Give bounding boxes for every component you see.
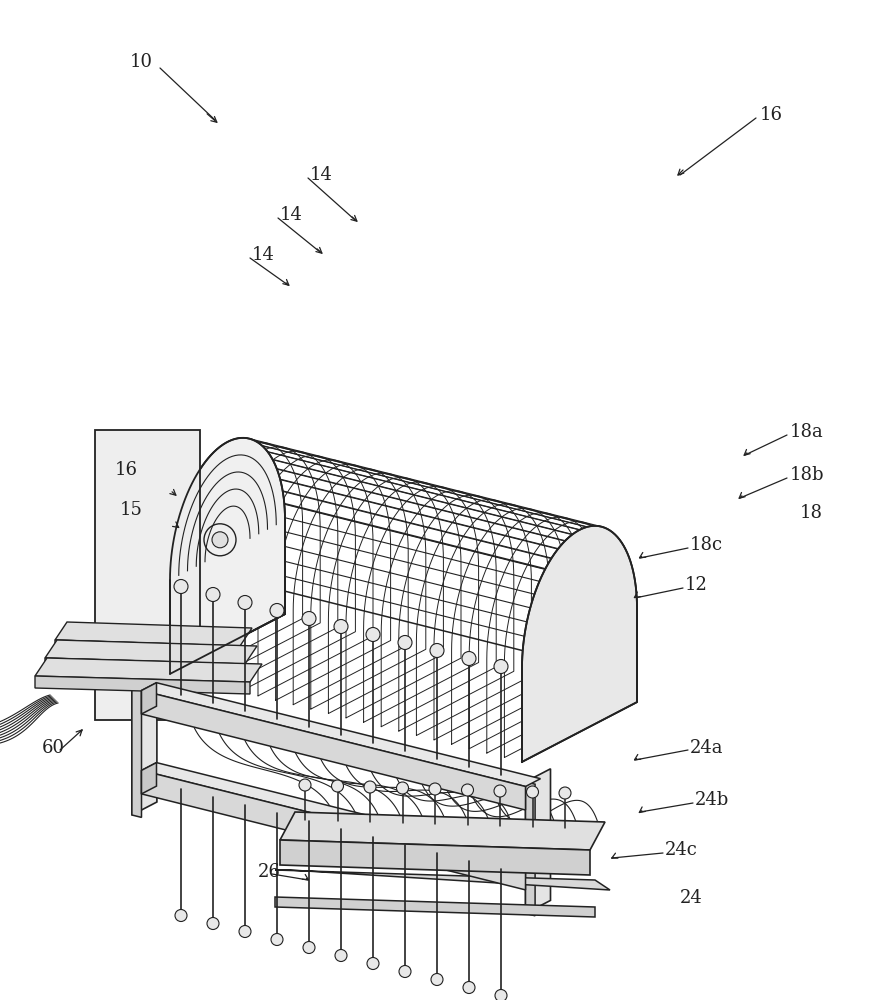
Circle shape <box>364 781 376 793</box>
Text: 24b: 24b <box>695 791 729 809</box>
Circle shape <box>367 958 379 970</box>
Polygon shape <box>522 526 637 762</box>
Circle shape <box>430 644 444 658</box>
Circle shape <box>396 782 409 794</box>
Polygon shape <box>275 897 595 917</box>
Text: 60: 60 <box>42 739 65 757</box>
Polygon shape <box>141 690 525 810</box>
Text: 18c: 18c <box>690 536 723 554</box>
Polygon shape <box>141 763 540 866</box>
Circle shape <box>334 619 348 634</box>
Circle shape <box>462 652 476 666</box>
Polygon shape <box>55 640 240 658</box>
Polygon shape <box>141 683 156 714</box>
Circle shape <box>331 780 343 792</box>
Polygon shape <box>35 676 250 694</box>
Circle shape <box>526 786 539 798</box>
Polygon shape <box>141 770 525 890</box>
Text: 26: 26 <box>258 863 281 881</box>
Text: 15: 15 <box>120 501 143 519</box>
Circle shape <box>175 910 187 922</box>
Text: 14: 14 <box>280 206 303 224</box>
Circle shape <box>299 779 311 791</box>
Circle shape <box>239 926 251 938</box>
Text: 18b: 18b <box>790 466 825 484</box>
Circle shape <box>303 942 315 954</box>
Polygon shape <box>280 812 605 850</box>
Circle shape <box>302 611 316 626</box>
Text: 18a: 18a <box>790 423 824 441</box>
Circle shape <box>206 587 220 601</box>
Circle shape <box>238 595 252 609</box>
Text: 10: 10 <box>130 53 153 71</box>
Polygon shape <box>132 683 141 817</box>
Polygon shape <box>45 658 245 676</box>
Circle shape <box>335 950 347 962</box>
Text: 24: 24 <box>680 889 703 907</box>
Text: 12: 12 <box>685 576 708 594</box>
Polygon shape <box>141 763 156 794</box>
Circle shape <box>207 918 219 930</box>
Polygon shape <box>95 430 200 720</box>
Circle shape <box>462 784 473 796</box>
Polygon shape <box>525 769 550 913</box>
Circle shape <box>271 934 283 946</box>
Text: 24a: 24a <box>690 739 723 757</box>
Circle shape <box>431 974 443 986</box>
Circle shape <box>495 990 507 1000</box>
Circle shape <box>174 580 188 593</box>
Text: 18: 18 <box>800 504 823 522</box>
Circle shape <box>559 787 571 799</box>
Circle shape <box>399 966 411 978</box>
Circle shape <box>463 982 475 994</box>
Circle shape <box>366 628 380 642</box>
Polygon shape <box>132 670 157 815</box>
Text: 16: 16 <box>760 106 783 124</box>
Circle shape <box>212 532 228 548</box>
Text: 24c: 24c <box>665 841 698 859</box>
Polygon shape <box>525 782 535 916</box>
Circle shape <box>494 660 508 674</box>
Polygon shape <box>170 438 285 674</box>
Circle shape <box>494 785 506 797</box>
Circle shape <box>398 636 412 650</box>
Circle shape <box>270 603 284 617</box>
Polygon shape <box>55 622 252 646</box>
Text: 14: 14 <box>252 246 275 264</box>
Text: 14: 14 <box>310 166 333 184</box>
Polygon shape <box>280 840 590 875</box>
Polygon shape <box>35 658 262 682</box>
Circle shape <box>429 783 441 795</box>
Polygon shape <box>45 640 257 664</box>
Text: 16: 16 <box>115 461 138 479</box>
Polygon shape <box>141 683 540 786</box>
Polygon shape <box>275 870 610 890</box>
